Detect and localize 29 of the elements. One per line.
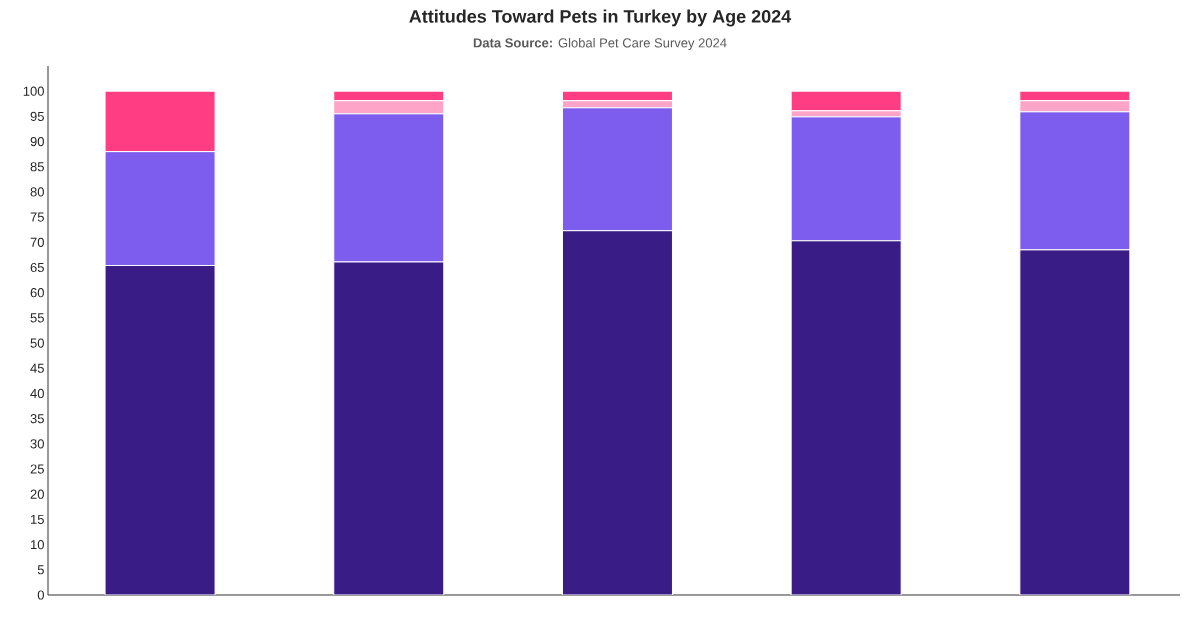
y-tick-label: 15 xyxy=(31,514,44,524)
bar xyxy=(561,230,673,595)
bar xyxy=(790,90,902,112)
y-tick-label: 10 xyxy=(31,540,44,550)
chart-title: Attitudes Toward Pets in Turkey by Age 2024 xyxy=(409,9,792,27)
chart-subtitle: Data Source: Global Pet Care Survey 2024 xyxy=(473,37,727,51)
y-tick-label: 60 xyxy=(30,288,44,298)
y-tick-label: 55 xyxy=(30,313,44,323)
bar xyxy=(1019,249,1131,595)
y-tick-label: 65 xyxy=(30,262,44,273)
y-tick-label: 30 xyxy=(30,439,44,449)
bar xyxy=(104,264,216,595)
y-tick-label: 35 xyxy=(30,414,44,424)
y-tick-label: 80 xyxy=(30,187,44,197)
y-tick-label: 45 xyxy=(30,363,44,373)
y-tick-label: 5 xyxy=(37,565,44,575)
y-tick-label: 75 xyxy=(30,212,44,222)
y-tick-label: 50 xyxy=(30,338,44,348)
y-tick-label: 90 xyxy=(30,136,44,147)
bar xyxy=(790,240,902,595)
y-tick-label: 20 xyxy=(30,489,44,499)
y-tick-label: 0 xyxy=(37,590,44,600)
y-tick-label: 100 xyxy=(23,86,44,96)
bar xyxy=(333,261,445,595)
y-tick-label: 85 xyxy=(30,162,44,172)
y-tick-label: 70 xyxy=(30,237,44,247)
y-tick-label: 40 xyxy=(30,388,44,399)
y-tick-label: 25 xyxy=(30,464,44,474)
y-tick-label: 95 xyxy=(30,111,44,121)
